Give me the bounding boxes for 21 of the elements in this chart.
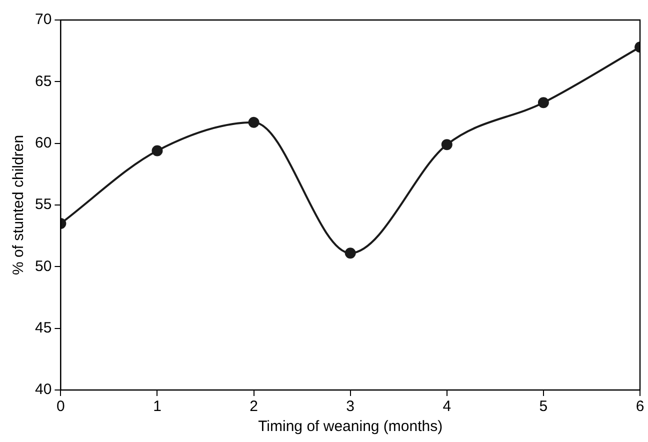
x-tick-label: 2 (250, 398, 258, 416)
x-tick-label: 6 (636, 398, 644, 416)
x-tick-label: 5 (539, 398, 548, 416)
x-tick-label: 3 (346, 398, 355, 416)
y-tick-label: 55 (34, 196, 52, 214)
y-tick-label: 45 (34, 319, 52, 336)
point (538, 97, 549, 108)
x-tick-label: 0 (56, 398, 65, 416)
point (248, 116, 260, 128)
y-tick-label: 70 (34, 11, 52, 28)
y-tick-label: 65 (34, 72, 52, 90)
y-tick-label: 60 (34, 134, 52, 152)
x-tick-label: 1 (153, 398, 162, 416)
point (344, 248, 356, 259)
point (441, 139, 452, 150)
x-axis-title: Timing of weaning (months) (258, 418, 443, 436)
y-axis-title: % of stunted children (10, 134, 28, 276)
y-tick-label: 50 (34, 258, 52, 275)
x-tick-label: 4 (442, 398, 452, 416)
point (152, 145, 163, 156)
y-tick-label: 40 (34, 381, 52, 398)
